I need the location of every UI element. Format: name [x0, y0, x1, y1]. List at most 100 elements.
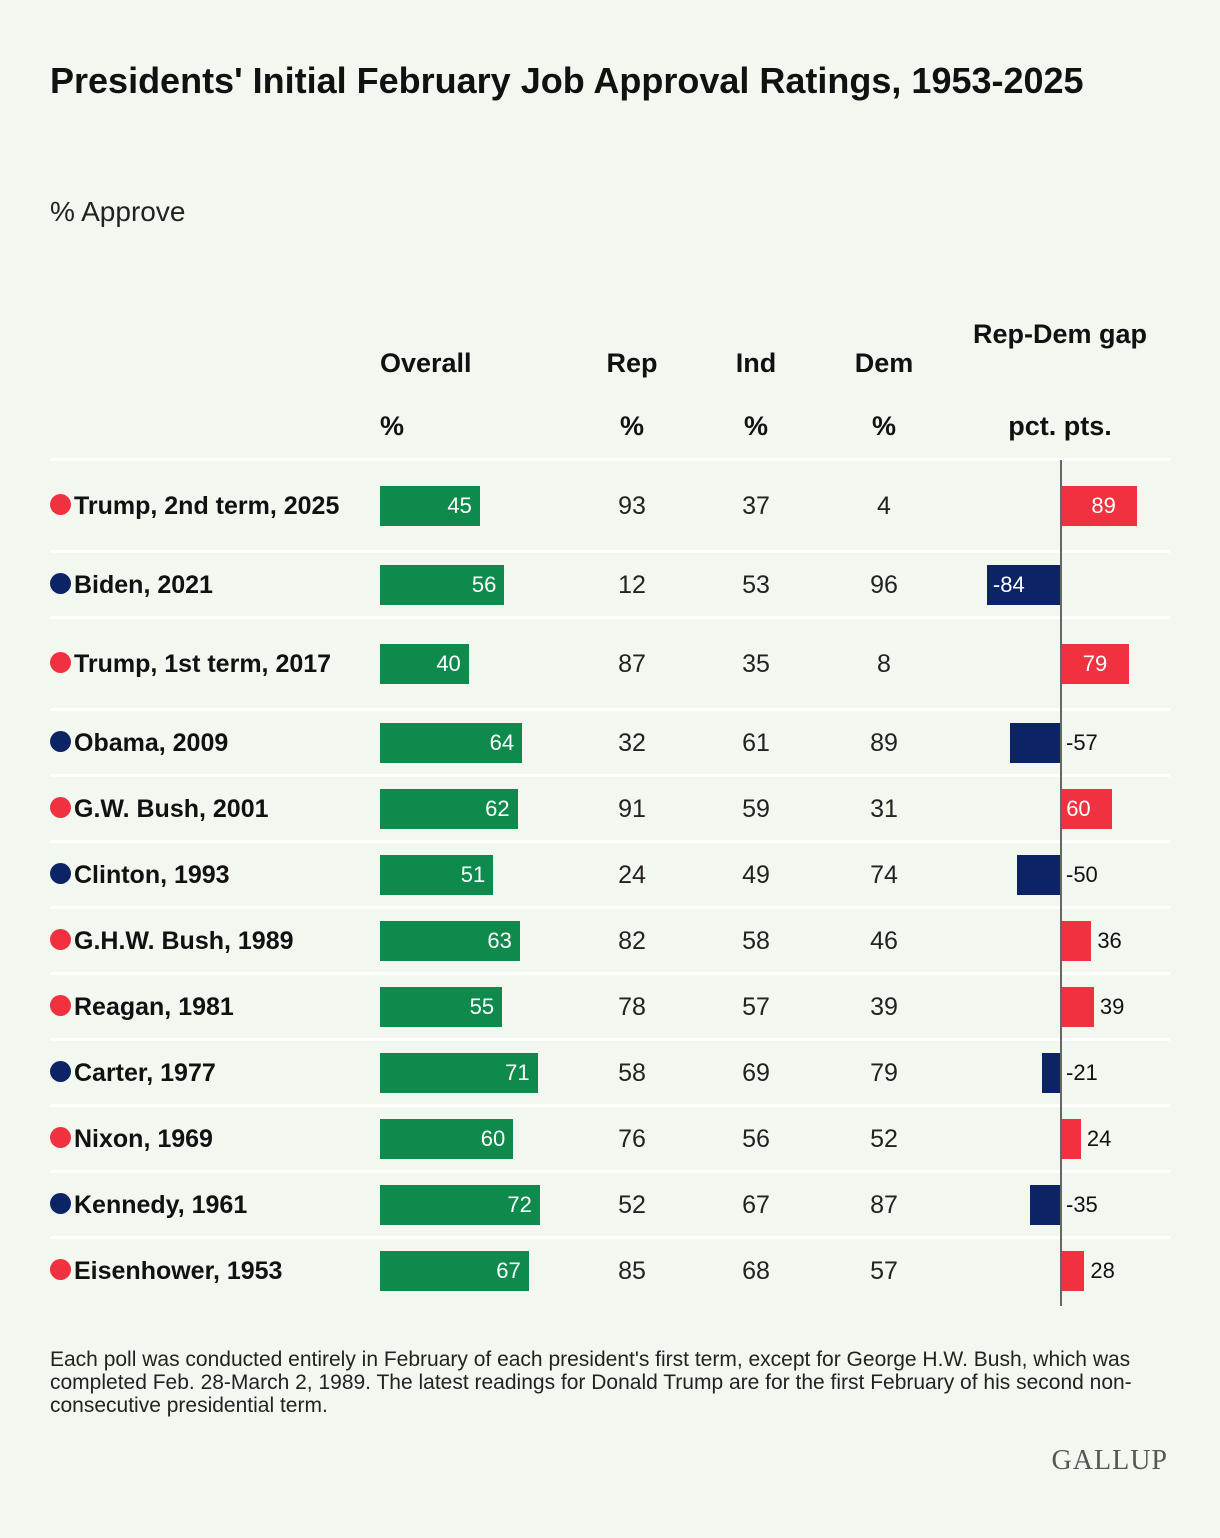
header-gap-unit: pct. pts.	[1008, 411, 1112, 441]
rep-value: 78	[618, 992, 646, 1021]
overall-bar: 40	[380, 643, 469, 684]
ind-value: 69	[742, 1058, 770, 1087]
overall-bar: 71	[380, 1052, 538, 1093]
rep-value: 52	[618, 1190, 646, 1219]
rep-value: 82	[618, 926, 646, 955]
democrat-dot-icon	[50, 731, 71, 753]
president-label: G.W. Bush, 2001	[50, 777, 370, 840]
gap-bar	[1029, 1184, 1060, 1225]
gap-bar	[1060, 1250, 1085, 1291]
democrat-dot-icon	[50, 863, 71, 885]
overall-value-label: 67	[496, 1257, 521, 1283]
overall-bar: 62	[380, 788, 518, 829]
gallup-logo: GALLUP	[1051, 1445, 1168, 1476]
dem-value: 96	[870, 570, 898, 599]
president-name: Obama, 2009	[74, 728, 229, 757]
president-label: Eisenhower, 1953	[50, 1239, 370, 1302]
president-label: G.H.W. Bush, 1989	[50, 909, 370, 972]
header-dem: Dem	[854, 348, 914, 378]
president-name: Reagan, 1981	[74, 992, 234, 1021]
overall-value-label: 56	[471, 571, 497, 597]
president-label: Nixon, 1969	[50, 1107, 370, 1170]
overall-value-label: 45	[447, 492, 472, 518]
rep-value: 12	[618, 570, 646, 599]
table-row: Trump, 2nd term, 2025 45 93 37 4 89	[50, 458, 1170, 550]
gap-bar	[1060, 788, 1113, 829]
table-row: Biden, 2021 56 12 53 96 -84	[50, 550, 1170, 616]
republican-dot-icon	[50, 1259, 71, 1281]
gap-bar	[1060, 920, 1092, 961]
overall-bar: 51	[380, 854, 494, 895]
republican-dot-icon	[50, 929, 71, 951]
democrat-dot-icon	[50, 1061, 71, 1083]
overall-bar: 67	[380, 1250, 529, 1291]
democrat-dot-icon	[50, 573, 71, 595]
header-ind-unit: %	[743, 411, 768, 441]
gap-bar	[1060, 643, 1129, 684]
overall-bar: 56	[380, 564, 505, 605]
overall-value-label: 72	[507, 1191, 532, 1217]
gap-bar	[1060, 485, 1138, 526]
gap-bar	[1010, 722, 1060, 763]
dem-value: 39	[870, 992, 898, 1021]
overall-value-label: 62	[485, 795, 510, 821]
overall-bar: 63	[380, 920, 520, 961]
overall-value-label: 64	[489, 729, 515, 755]
rep-value: 24	[618, 860, 646, 889]
gap-value-label: -84	[992, 571, 1025, 597]
gap-bar	[1060, 1118, 1081, 1159]
table-row: Reagan, 1981 55 78 57 39 39	[50, 972, 1170, 1038]
president-label: Trump, 1st term, 2017	[50, 619, 370, 708]
president-name: Trump, 2nd term, 2025	[74, 491, 340, 520]
overall-bar: 64	[380, 722, 523, 763]
rep-value: 76	[618, 1124, 646, 1153]
dem-value: 79	[870, 1058, 898, 1087]
gap-bar	[986, 564, 1060, 605]
gap-bar	[1041, 1052, 1060, 1093]
republican-dot-icon	[50, 1127, 71, 1149]
president-name: Kennedy, 1961	[74, 1190, 248, 1219]
ind-value: 49	[742, 860, 770, 889]
gap-value-label: -57	[1066, 729, 1098, 755]
president-name: Trump, 1st term, 2017	[74, 649, 332, 678]
table-row: Obama, 2009 64 32 61 89 -57	[50, 708, 1170, 774]
ind-value: 37	[742, 491, 770, 520]
president-name: G.W. Bush, 2001	[74, 794, 269, 823]
ind-value: 68	[742, 1256, 770, 1285]
footnote: Each poll was conducted entirely in Febr…	[50, 1348, 1132, 1417]
header-overall-unit: %	[380, 411, 405, 441]
table-row: Kennedy, 1961 72 52 67 87 -35	[50, 1170, 1170, 1236]
president-label: Biden, 2021	[50, 553, 370, 616]
republican-dot-icon	[50, 652, 71, 674]
ind-value: 61	[742, 728, 770, 757]
gap-value-label: 89	[1091, 492, 1116, 518]
gap-value-label: -50	[1066, 861, 1098, 887]
overall-value-label: 63	[487, 927, 512, 953]
gap-value-label: -21	[1066, 1059, 1098, 1085]
table-row: G.W. Bush, 2001 62 91 59 31 60	[50, 774, 1170, 840]
ind-value: 67	[742, 1190, 770, 1219]
data-table: Trump, 2nd term, 2025 45 93 37 4 89 Biden, 202…	[50, 458, 1170, 1302]
president-name: Clinton, 1993	[74, 860, 230, 889]
gap-value-label: 60	[1066, 795, 1091, 821]
ind-value: 58	[742, 926, 770, 955]
gap-value-label: -35	[1066, 1191, 1098, 1217]
gap-zero-axis	[1060, 460, 1062, 1306]
rep-value: 85	[618, 1256, 646, 1285]
chart-subtitle: % Approve	[50, 196, 186, 227]
dem-value: 52	[870, 1124, 898, 1153]
overall-value-label: 51	[460, 861, 486, 887]
overall-value-label: 55	[469, 993, 495, 1019]
overall-value-label: 60	[480, 1125, 506, 1151]
president-label: Carter, 1977	[50, 1041, 370, 1104]
table-row: G.H.W. Bush, 1989 63 82 58 46 36	[50, 906, 1170, 972]
rep-value: 32	[618, 728, 646, 757]
democrat-dot-icon	[50, 1193, 71, 1215]
gap-bar	[1060, 986, 1094, 1027]
overall-bar: 55	[380, 986, 503, 1027]
president-label: Kennedy, 1961	[50, 1173, 370, 1236]
header-gap: Rep-Dem gap	[972, 319, 1148, 349]
president-name: Eisenhower, 1953	[74, 1256, 283, 1285]
president-name: Nixon, 1969	[74, 1124, 213, 1153]
republican-dot-icon	[50, 494, 71, 516]
